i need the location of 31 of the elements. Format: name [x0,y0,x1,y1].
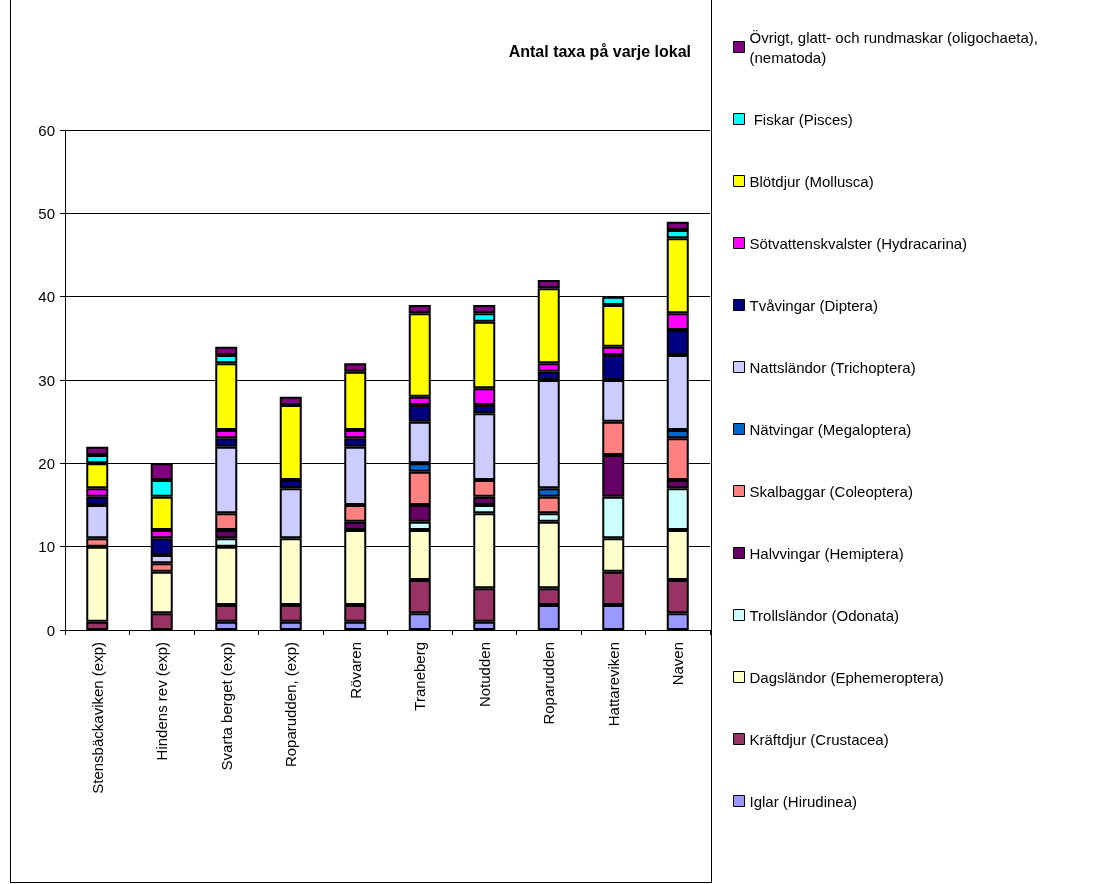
y-tick-label: 60 [38,121,55,139]
x-tick-label: Naven [669,642,687,686]
x-tick-label: Hindens rev (exp) [153,642,171,761]
legend-label: Övrigt, glatt- och rundmaskar (oligochaeta), (nematoda) [749,28,1043,66]
legend-label: Tvåvingar (Diptera) [749,296,878,314]
y-tick-label: 40 [38,288,55,306]
legend-label: Fiskar (Pisces) [749,110,853,128]
y-tick-label: 20 [38,454,55,472]
x-tick-label: Stensbäckaviken (exp) [88,642,106,794]
legend-label: Skalbaggar (Coleoptera) [749,482,913,500]
legend-label: Halvvingar (Hemiptera) [749,544,904,562]
legend-label: Sötvattenskvalster (Hydracarina) [749,234,968,252]
y-tick-label: 30 [38,371,55,389]
legend-label: Iglar (Hirudinea) [749,792,858,810]
x-tick-label: Hattareviken [604,642,622,727]
x-tick-label: Roparudden [540,642,558,725]
y-tick-label: 0 [46,621,55,639]
x-tick-label: Roparudden, (exp) [282,642,300,768]
x-tick-label: Svarta berget (exp) [217,642,235,771]
y-tick-label: 10 [38,538,55,556]
legend-label: Nätvingar (Megaloptera) [749,420,912,438]
chart-title: Antal taxa på varje lokal [508,42,692,60]
y-tick-label: 50 [38,204,55,222]
x-tick-label: Notudden [475,642,493,708]
x-tick-label: Traneberg [411,642,429,711]
legend-label: Blötdjur (Mollusca) [749,172,874,190]
legend-label: Dagsländor (Ephemeroptera) [749,668,944,686]
x-tick-label: Rövaren [346,642,364,699]
legend-label: Trollsländor (Odonata) [749,606,900,624]
legend-label: Nattsländor (Trichoptera) [749,358,916,376]
legend-label: Kräftdjur (Crustacea) [749,730,889,748]
